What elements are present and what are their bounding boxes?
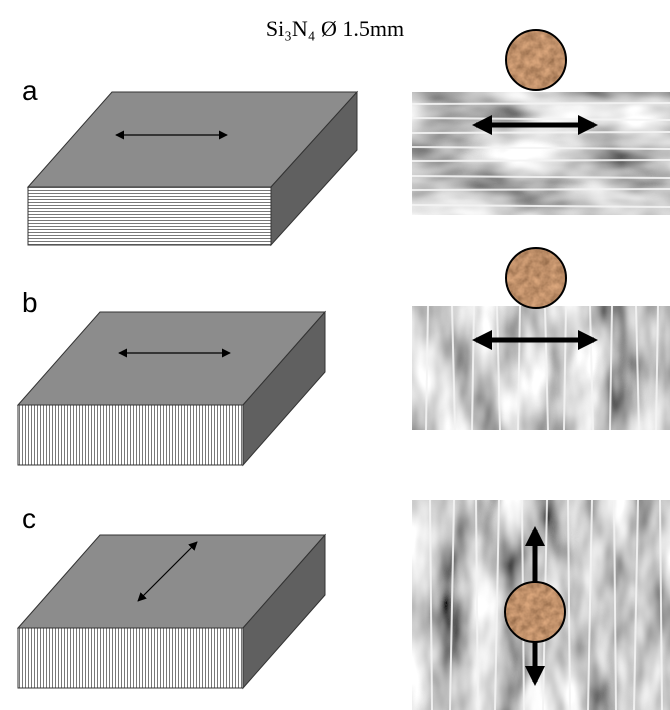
lamella-line	[412, 103, 670, 104]
panel-label: c	[22, 503, 36, 534]
block-front	[18, 628, 243, 688]
block-a	[28, 92, 357, 245]
title: Si₃N₄ Ø 1.5mm	[266, 16, 404, 41]
lamella-line	[412, 132, 670, 133]
panel-label: b	[22, 287, 38, 318]
block-front	[18, 405, 243, 465]
lamella-line	[412, 160, 670, 161]
micrograph	[412, 306, 670, 430]
micrograph-a	[412, 92, 670, 215]
micrograph-b	[412, 306, 670, 430]
lamella-line	[412, 189, 670, 190]
micrograph	[412, 92, 670, 215]
block-c	[18, 535, 325, 688]
block-front	[28, 187, 271, 245]
panel-label: a	[22, 75, 38, 106]
block-b	[18, 312, 325, 465]
figure: Si₃N₄ Ø 1.5mm a b c	[0, 0, 670, 710]
